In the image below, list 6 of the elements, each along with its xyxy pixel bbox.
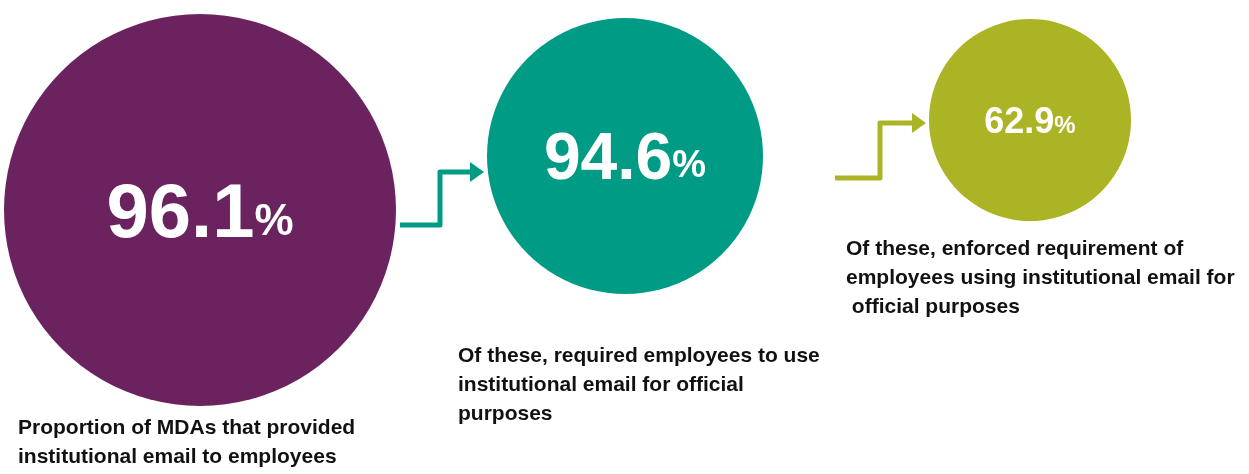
data-label: 94.6% [543, 119, 707, 193]
data-label: 96.1% [106, 167, 294, 253]
category-label: Proportion of MDAs that provided institutional email to employees [18, 415, 361, 467]
category-label: Of these, required employees to use institutional email for official purposes [458, 343, 826, 424]
category-label: Of these, enforced requirement of employees using institutional email for official purposes [846, 236, 1235, 317]
data-label: 62.9% [984, 99, 1076, 141]
